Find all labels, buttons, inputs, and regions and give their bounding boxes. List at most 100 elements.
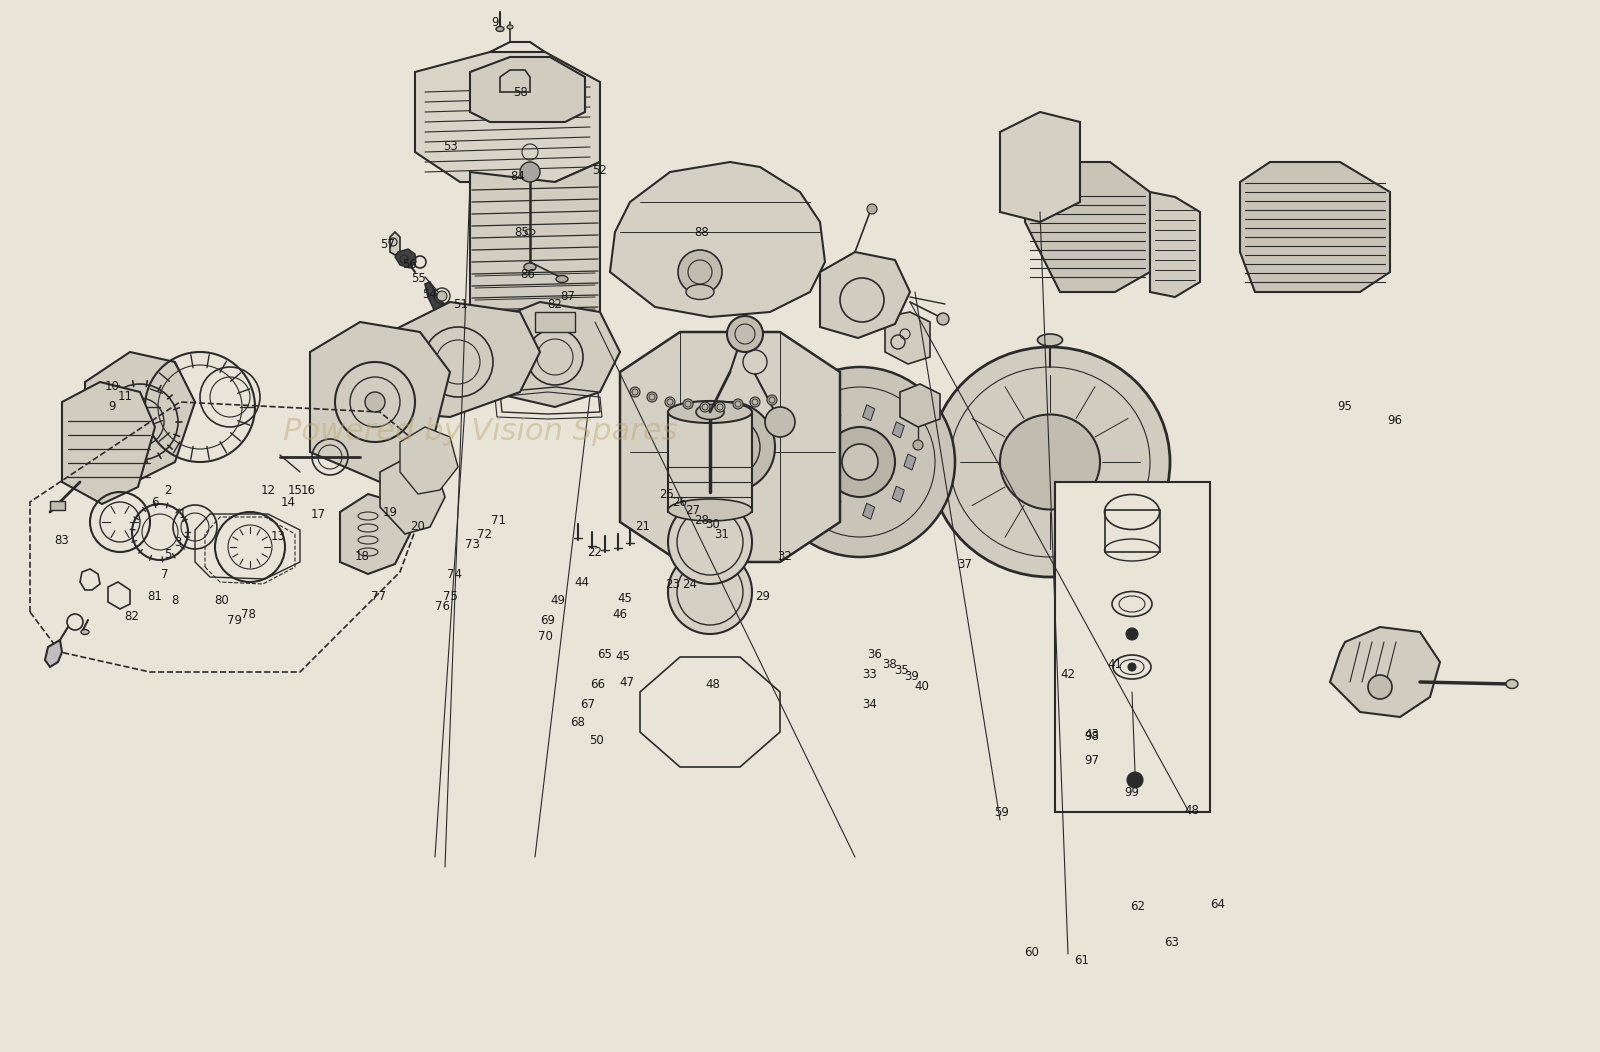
- Text: 87: 87: [560, 289, 576, 303]
- Circle shape: [669, 500, 752, 584]
- Ellipse shape: [1037, 333, 1062, 346]
- Polygon shape: [62, 382, 155, 504]
- Text: 9: 9: [491, 16, 499, 28]
- Text: 11: 11: [117, 390, 133, 404]
- Text: 15: 15: [288, 484, 302, 497]
- Polygon shape: [390, 232, 400, 255]
- Polygon shape: [1026, 162, 1150, 292]
- Text: 80: 80: [214, 593, 229, 607]
- Text: 30: 30: [706, 518, 720, 530]
- Circle shape: [130, 412, 150, 432]
- Polygon shape: [470, 162, 600, 332]
- Text: 41: 41: [1107, 658, 1123, 670]
- Text: 26: 26: [672, 495, 688, 508]
- Ellipse shape: [496, 26, 504, 32]
- Text: 74: 74: [448, 567, 462, 581]
- Polygon shape: [414, 52, 600, 182]
- Polygon shape: [829, 410, 842, 427]
- Text: 66: 66: [590, 677, 605, 690]
- Text: 16: 16: [301, 484, 315, 497]
- Text: 71: 71: [491, 513, 506, 526]
- Circle shape: [520, 162, 541, 182]
- Circle shape: [715, 402, 725, 412]
- Circle shape: [766, 394, 778, 405]
- Polygon shape: [390, 302, 541, 417]
- Text: 61: 61: [1075, 953, 1090, 967]
- Text: 36: 36: [867, 647, 883, 661]
- Polygon shape: [862, 405, 875, 421]
- Text: 39: 39: [904, 670, 920, 684]
- Polygon shape: [862, 503, 875, 520]
- Text: 88: 88: [694, 225, 709, 239]
- Ellipse shape: [669, 401, 752, 423]
- Ellipse shape: [525, 263, 536, 271]
- Ellipse shape: [669, 499, 752, 521]
- Circle shape: [1126, 772, 1142, 788]
- Text: 82: 82: [547, 298, 563, 310]
- Text: 60: 60: [1024, 946, 1040, 958]
- Text: 44: 44: [574, 576, 589, 589]
- Bar: [1106, 510, 1160, 552]
- Text: 98: 98: [1085, 730, 1099, 744]
- Text: 81: 81: [147, 590, 163, 604]
- Text: 9: 9: [109, 401, 115, 413]
- Text: 97: 97: [1085, 753, 1099, 767]
- Text: 34: 34: [862, 697, 877, 710]
- Polygon shape: [904, 454, 915, 470]
- Circle shape: [1368, 675, 1392, 699]
- Circle shape: [938, 313, 949, 325]
- Polygon shape: [490, 302, 621, 407]
- Polygon shape: [621, 332, 840, 562]
- Text: 7: 7: [162, 567, 168, 581]
- Text: 18: 18: [355, 550, 370, 564]
- Circle shape: [646, 392, 658, 402]
- Text: 57: 57: [381, 238, 395, 250]
- Text: 48: 48: [1184, 804, 1200, 816]
- Text: 54: 54: [422, 288, 437, 302]
- Polygon shape: [426, 282, 461, 337]
- Circle shape: [826, 427, 894, 497]
- Polygon shape: [470, 57, 586, 122]
- Text: 95: 95: [1338, 401, 1352, 413]
- Ellipse shape: [507, 25, 514, 29]
- Text: 24: 24: [683, 578, 698, 590]
- Text: 12: 12: [261, 484, 275, 497]
- Text: 43: 43: [1085, 728, 1099, 741]
- Circle shape: [726, 316, 763, 352]
- Text: 99: 99: [1125, 786, 1139, 798]
- Text: 51: 51: [453, 299, 469, 311]
- Ellipse shape: [1506, 680, 1518, 688]
- Text: 56: 56: [403, 258, 418, 270]
- Bar: [50, 501, 66, 510]
- Text: 2: 2: [165, 484, 171, 497]
- Text: 79: 79: [227, 613, 243, 627]
- Polygon shape: [819, 252, 910, 338]
- Text: 52: 52: [592, 163, 608, 177]
- Text: 82: 82: [125, 610, 139, 624]
- Text: 63: 63: [1165, 935, 1179, 949]
- Circle shape: [1126, 628, 1138, 640]
- Text: 1: 1: [178, 507, 186, 521]
- Text: 40: 40: [915, 681, 930, 693]
- Text: 58: 58: [512, 85, 528, 99]
- Circle shape: [765, 367, 955, 557]
- Polygon shape: [806, 471, 819, 487]
- Text: 85: 85: [515, 225, 530, 239]
- Text: 77: 77: [371, 590, 386, 604]
- Text: 10: 10: [104, 381, 120, 393]
- Bar: [534, 312, 574, 332]
- Text: 53: 53: [443, 141, 458, 154]
- Text: 32: 32: [778, 550, 792, 564]
- Text: 46: 46: [613, 607, 627, 621]
- Text: 23: 23: [666, 578, 680, 590]
- Text: 25: 25: [659, 487, 675, 501]
- Text: 65: 65: [597, 647, 613, 661]
- Text: 27: 27: [685, 504, 701, 517]
- Polygon shape: [893, 486, 904, 502]
- Text: 13: 13: [270, 530, 285, 544]
- Polygon shape: [381, 457, 445, 534]
- Circle shape: [365, 392, 386, 412]
- Text: 31: 31: [715, 527, 730, 541]
- Circle shape: [1128, 663, 1136, 671]
- Text: 21: 21: [635, 521, 651, 533]
